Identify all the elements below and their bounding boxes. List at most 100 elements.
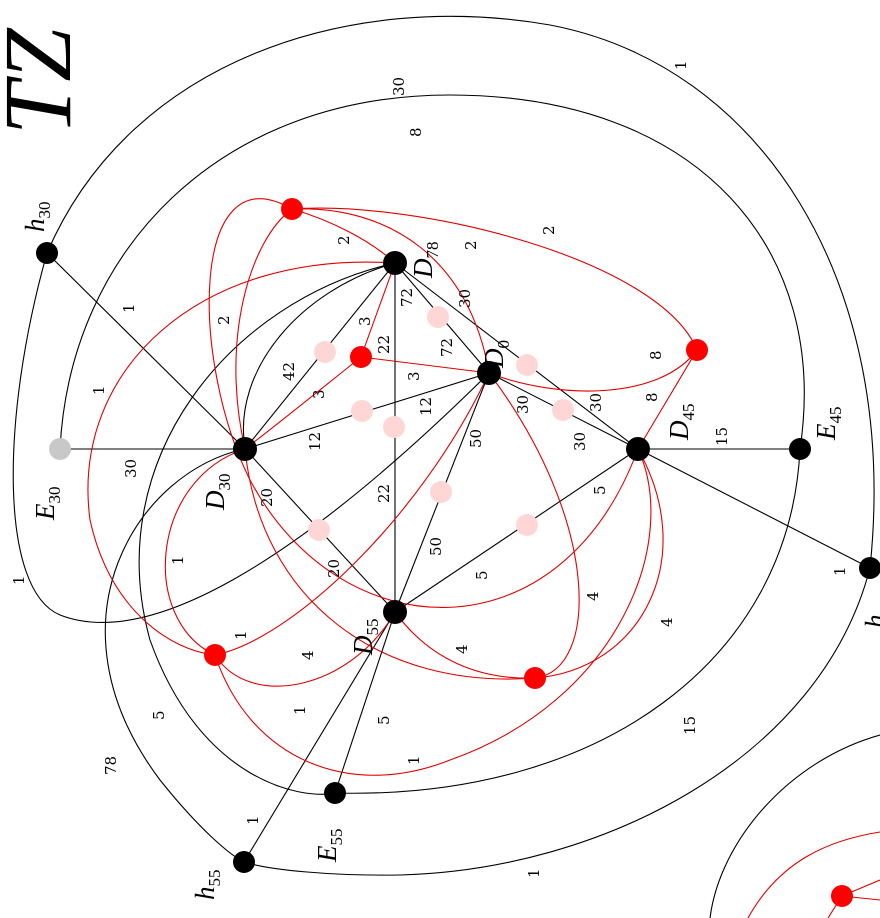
pink-node (552, 399, 574, 421)
gray-node-e30 (49, 438, 71, 460)
label-h55: h55 (190, 870, 224, 901)
red-edge-d55-r3 (214, 611, 396, 687)
red-edges (87, 198, 880, 918)
edge-label: 4 (584, 591, 602, 601)
node-d45 (626, 437, 650, 461)
edge-bottom-arc (709, 734, 880, 918)
label-d0: D0 (479, 340, 513, 369)
red-node (204, 644, 226, 666)
red-node (831, 885, 853, 907)
black-edges (12, 15, 880, 918)
edge-outer-h45-h55 (243, 567, 871, 876)
edge-h30-d30 (46, 252, 246, 450)
red-edge-r1-d45 (208, 198, 639, 608)
edge-d0-h30-curve (12, 252, 490, 623)
edge-label: 22 (375, 484, 393, 503)
red-edge-d0-r5 (488, 372, 580, 679)
edge-label: 30 (122, 459, 140, 478)
edge-label: 50 (427, 537, 445, 556)
edge-label: 72 (438, 338, 456, 357)
edge-label: 3 (310, 389, 328, 399)
edge-d45-h45 (637, 448, 871, 569)
edge-label: 12 (417, 397, 435, 416)
label-e55: E55 (312, 829, 346, 864)
red-edge-d30-r5 (244, 448, 536, 680)
edge-label: 1 (672, 60, 690, 70)
red-node (281, 198, 303, 220)
edge-label: 12 (306, 432, 324, 451)
pink-node (314, 341, 336, 363)
edge-label: 4 (453, 644, 471, 654)
edge-label: 3 (356, 316, 374, 326)
edge-label: 20 (258, 488, 276, 507)
label-e45: E45 (811, 407, 845, 442)
pink-node (516, 514, 538, 536)
red-edge-d55-r5 (394, 611, 536, 679)
edge-d55-e55 (334, 611, 396, 794)
node-e55 (324, 782, 346, 804)
node-d55 (383, 600, 407, 624)
edge-label: 72 (398, 288, 416, 307)
node-d78 (383, 251, 407, 275)
edge-d55-h55 (243, 611, 396, 863)
red-edge-r1-d30 (235, 208, 293, 450)
label-d45: D45 (664, 404, 698, 442)
node-h30 (36, 242, 58, 264)
pink-node (383, 416, 405, 438)
node-d0 (477, 361, 501, 385)
label-d55: D55 (348, 619, 382, 657)
edge-label: 30 (514, 395, 532, 414)
red-edge-r3-d45 (214, 448, 652, 776)
red-edge-d30-r3 (164, 448, 246, 656)
red-edge-bottom (747, 831, 880, 918)
edge-label: 4 (658, 617, 676, 627)
edge-d78-d45 (394, 262, 639, 450)
edge-label: 5 (473, 570, 491, 580)
edge-label: 5 (591, 485, 609, 495)
edge-label: 4 (299, 650, 317, 660)
red-node (686, 339, 708, 361)
red-node (524, 667, 546, 689)
edge-label: 1 (405, 755, 423, 765)
edge-label: 15 (713, 427, 731, 446)
edge-d78-d30-curve (242, 262, 396, 450)
edge-label: 15 (681, 716, 699, 735)
edge-label: 30 (587, 393, 605, 412)
node-h55 (233, 851, 255, 873)
label-cut: h (860, 615, 880, 629)
pink-node (427, 306, 449, 328)
node-e45 (789, 438, 811, 460)
red-edge-d45-r4 (637, 349, 698, 450)
edge-label: 5 (150, 710, 168, 720)
edge-outer-h30 (46, 15, 875, 569)
diagram-title: TZ (0, 27, 91, 135)
red-edge-d78-r3 (87, 261, 396, 656)
label-d30: D30 (200, 474, 234, 512)
vertex-labels: h30 E30 D30 D78 D0 D45 E45 D55 E55 h55 h (20, 202, 880, 901)
label-h30: h30 (20, 202, 54, 233)
pink-node (308, 519, 330, 541)
nodes (36, 198, 880, 907)
node-h45 (859, 557, 880, 579)
edge-outer-e45 (334, 448, 801, 794)
edge-label: 42 (280, 362, 298, 381)
edge-label: 1 (120, 303, 138, 313)
pink-node (351, 400, 373, 422)
edge-label: 30 (390, 77, 408, 96)
edge-label: 30 (571, 432, 589, 451)
edge-label: 1 (10, 575, 28, 585)
red-edge-r2-d0 (360, 356, 490, 374)
edge-label: 1 (831, 566, 849, 576)
edge-outer-d30-h55 (104, 448, 246, 863)
red-node (350, 346, 372, 368)
edge-label: 2 (462, 240, 480, 250)
edge-outer-e30 (59, 94, 805, 450)
edge-labels: 2 2 2 2 72 30 72 3 22 3 42 3 12 12 30 30… (10, 60, 849, 878)
label-e30: E30 (30, 487, 64, 522)
edge-label: 8 (407, 127, 425, 137)
edge-label: 1 (525, 868, 543, 878)
edge-label: 2 (215, 315, 233, 325)
edge-label: 1 (291, 705, 309, 715)
edge-label: 50 (467, 429, 485, 448)
